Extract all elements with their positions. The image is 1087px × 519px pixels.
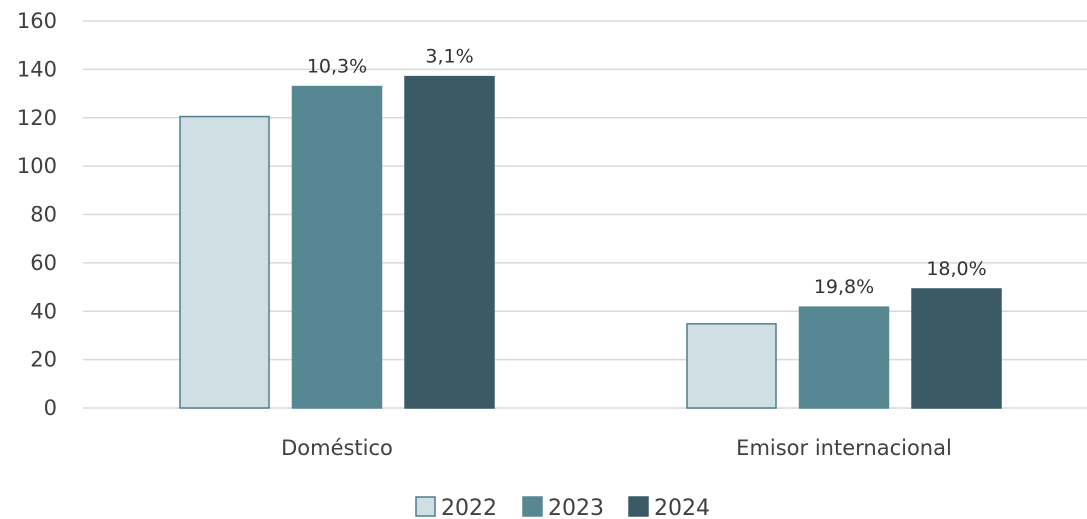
bar-2024 xyxy=(404,75,495,409)
category-label: Emisor internacional xyxy=(736,436,952,460)
data-label: 10,3% xyxy=(307,56,367,78)
x-axis-categories: Doméstico Emisor internacional xyxy=(281,436,952,460)
y-axis-ticks: 0 20 40 60 80 100 120 140 160 xyxy=(17,9,57,420)
y-tick-label: 80 xyxy=(30,203,57,227)
data-label: 19,8% xyxy=(814,276,874,298)
legend-label: 2022 xyxy=(441,496,497,519)
y-tick-label: 160 xyxy=(17,9,57,33)
bar-2022 xyxy=(686,323,777,409)
y-tick-label: 140 xyxy=(17,57,57,81)
y-tick-label: 100 xyxy=(17,154,57,178)
legend-swatch-2023 xyxy=(522,496,543,517)
bar-2023 xyxy=(291,85,383,409)
legend-label: 2023 xyxy=(548,496,604,519)
data-label: 18,0% xyxy=(926,258,986,280)
bar-2023 xyxy=(798,306,890,409)
bar-2022 xyxy=(179,115,270,409)
y-tick-label: 40 xyxy=(30,299,57,323)
legend-label: 2024 xyxy=(654,496,710,519)
bars xyxy=(179,75,1002,409)
legend: 2022 2023 2024 xyxy=(415,496,710,519)
y-tick-label: 60 xyxy=(30,251,57,275)
category-label: Doméstico xyxy=(281,436,393,460)
legend-swatch-2024 xyxy=(628,496,649,517)
data-label: 3,1% xyxy=(425,46,473,68)
legend-swatch-2022 xyxy=(415,496,436,517)
data-labels: 10,3% 3,1% 19,8% 18,0% xyxy=(307,46,987,299)
y-tick-label: 20 xyxy=(30,348,57,372)
bar-2024 xyxy=(911,288,1002,409)
y-tick-label: 120 xyxy=(17,106,57,130)
y-tick-label: 0 xyxy=(44,396,57,420)
